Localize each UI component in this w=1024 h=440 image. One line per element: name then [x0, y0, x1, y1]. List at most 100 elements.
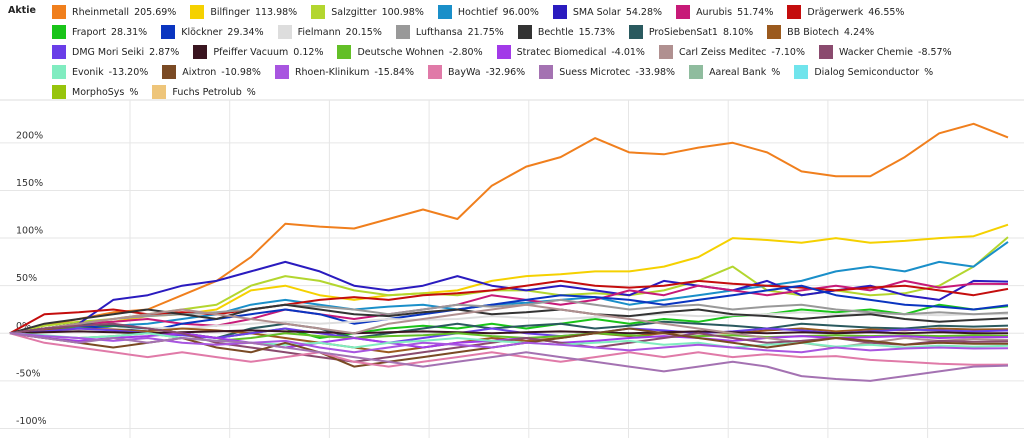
legend-change: -33.98% — [635, 66, 676, 78]
legend-name: Hochtief — [457, 6, 498, 18]
legend-swatch — [767, 25, 782, 39]
legend-item: Pfeiffer Vacuum 0.12% — [193, 42, 323, 62]
y-tick-label: 50% — [16, 273, 37, 284]
legend-change: 8.10% — [722, 26, 754, 38]
series-line — [9, 332, 1009, 349]
legend: Aktie Rheinmetall 205.69% Bilfinger 113.98%… — [0, 0, 1024, 100]
legend-item: Stratec Biomedical -4.01% — [496, 42, 645, 62]
legend-swatch — [794, 65, 809, 79]
legend-item: Evonik -13.20% — [52, 62, 148, 82]
legend-item: Lufthansa 21.75% — [395, 22, 504, 42]
legend-swatch — [689, 65, 704, 79]
legend-name: Drägerwerk — [807, 6, 864, 18]
legend-swatch — [277, 25, 292, 39]
series-line — [9, 279, 1009, 335]
legend-item: Aurubis 51.74% — [676, 2, 773, 22]
series-line — [9, 284, 1009, 335]
legend-name: DMG Mori Seiki — [72, 46, 145, 58]
legend-name: Deutsche Wohnen — [357, 46, 445, 58]
legend-swatch — [152, 85, 167, 99]
legend-swatch — [190, 5, 205, 19]
legend-name: Fraport — [72, 26, 106, 38]
legend-name: Aixtron — [182, 66, 217, 78]
legend-swatch — [552, 5, 567, 19]
legend-change: 0.12% — [293, 46, 324, 58]
legend-name: BayWa — [447, 66, 481, 78]
legend-item: Bechtle 15.73% — [517, 22, 615, 42]
legend-name: Rheinmetall — [72, 6, 130, 18]
legend-swatch — [52, 65, 66, 79]
series-line — [9, 122, 1009, 335]
legend-change: 54.28% — [625, 6, 663, 18]
legend-change: 2.87% — [149, 46, 180, 58]
legend-name: Stratec Biomedical — [516, 46, 607, 58]
legend-item: Fraport 28.31% — [52, 22, 147, 42]
legend-swatch — [161, 25, 176, 39]
legend-change: 29.34% — [227, 26, 264, 38]
y-tick-label: 200% — [16, 130, 43, 141]
legend-change: 21.75% — [467, 26, 504, 38]
legend-items: Rheinmetall 205.69% Bilfinger 113.98% Salzgi… — [52, 2, 1012, 102]
legend-item: Suess Microtec -33.98% — [539, 62, 675, 82]
legend-swatch — [427, 65, 442, 79]
legend-change: 205.69% — [134, 6, 177, 18]
legend-swatch — [787, 5, 802, 19]
legend-item: MorphoSys% — [52, 82, 138, 102]
legend-swatch — [676, 5, 691, 19]
legend-name: Klöckner — [181, 26, 223, 38]
legend-change: -7.10% — [771, 46, 805, 58]
legend-name: Evonik — [72, 66, 104, 78]
y-tick-label: -50% — [16, 368, 41, 379]
legend-item: Carl Zeiss Meditec -7.10% — [658, 42, 805, 62]
legend-name: MorphoSys — [72, 86, 125, 98]
legend-name: ProSiebenSat1 — [648, 26, 718, 38]
legend-change: 46.55% — [868, 6, 905, 18]
legend-change: % — [246, 86, 256, 98]
legend-change: -8.57% — [918, 46, 952, 58]
legend-item: Rhoen-Klinikum -15.84% — [274, 62, 414, 82]
legend-name: Rhoen-Klinikum — [294, 66, 370, 78]
legend-item: DMG Mori Seiki 2.87% — [52, 42, 179, 62]
series-line — [9, 241, 1009, 335]
legend-swatch — [628, 25, 643, 39]
legend-change: 100.98% — [381, 6, 424, 18]
legend-swatch — [395, 25, 410, 39]
legend-item: Dialog Semiconductor% — [794, 62, 933, 82]
legend-change: 28.31% — [110, 26, 148, 38]
legend-item: Fielmann 20.15% — [277, 22, 382, 42]
legend-swatch — [819, 45, 833, 59]
legend-name: Suess Microtec — [559, 66, 631, 78]
legend-item: BB Biotech 4.24% — [767, 22, 874, 42]
y-tick-label: -100% — [16, 416, 47, 427]
legend-swatch — [658, 45, 673, 59]
legend-name: Dialog Semiconductor — [814, 66, 920, 78]
legend-name: Bilfinger — [210, 6, 250, 18]
legend-change: -4.01% — [611, 46, 645, 58]
legend-change: % — [129, 86, 139, 98]
legend-swatch — [496, 45, 511, 59]
legend-swatch — [274, 65, 289, 79]
legend-change: 113.98% — [254, 6, 298, 18]
legend-swatch — [52, 85, 66, 99]
legend-swatch — [337, 45, 352, 59]
legend-item: ProSiebenSat1 8.10% — [628, 22, 754, 42]
legend-name: SMA Solar — [572, 6, 621, 18]
legend-item: Aareal Bank% — [689, 62, 780, 82]
legend-item: Aixtron -10.98% — [162, 62, 261, 82]
legend-item: Drägerwerk 46.55% — [787, 2, 904, 22]
legend-change: 20.15% — [345, 26, 382, 38]
legend-name: Wacker Chemie — [839, 46, 914, 58]
legend-change: 15.73% — [578, 26, 615, 38]
legend-name: Fuchs Petrolub — [172, 86, 242, 98]
legend-change: 96.00% — [502, 6, 539, 18]
legend-swatch — [311, 5, 326, 19]
series-line — [9, 303, 1009, 335]
legend-change: -10.98% — [221, 66, 261, 78]
series-line — [9, 332, 1009, 354]
legend-name: Bechtle — [537, 26, 574, 38]
legend-name: Salzgitter — [331, 6, 377, 18]
legend-item: Deutsche Wohnen -2.80% — [337, 42, 483, 62]
legend-name: Fielmann — [297, 26, 341, 38]
